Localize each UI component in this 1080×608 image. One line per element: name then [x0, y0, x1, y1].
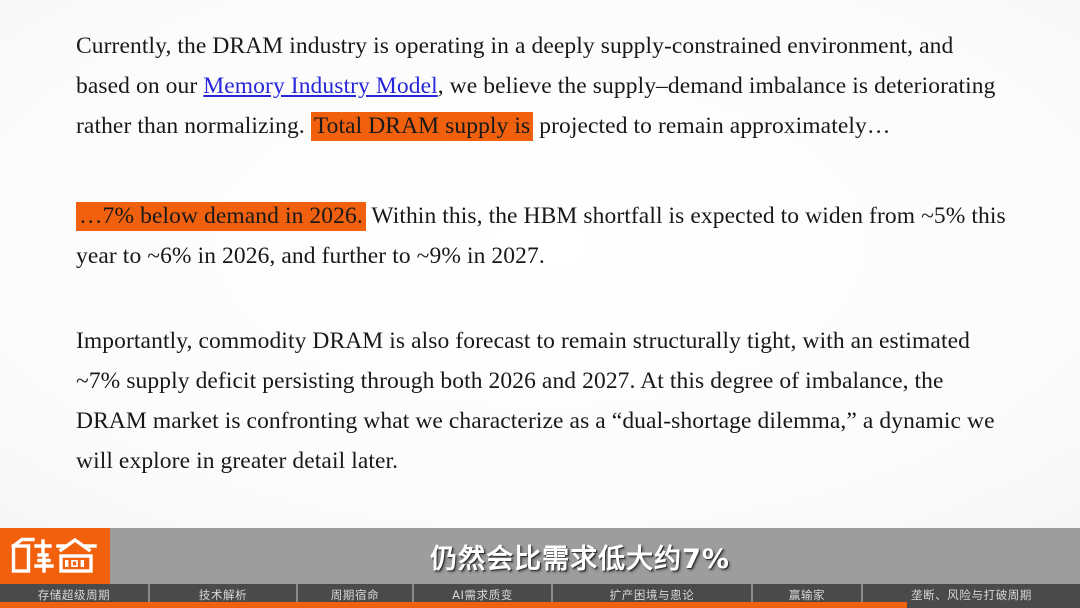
chapter-tab-3[interactable]: 周期宿命 [298, 584, 414, 608]
progress-track[interactable] [0, 602, 1080, 608]
chapter-tab-6[interactable]: 赢输家 [753, 584, 863, 608]
text-run: projected to remain approximately… [533, 113, 891, 139]
chapter-tab-label: 垄断、风险与打破周期 [911, 587, 1032, 602]
highlighted-text: …7% below demand in 2026. [76, 202, 366, 231]
text-run: Currently, the DRAM industry is operatin… [76, 33, 954, 99]
text-run: , we believe the supply–demand imbalance… [76, 73, 996, 139]
inline-link[interactable]: Memory Industry Model [203, 73, 438, 99]
paragraph-1: Currently, the DRAM industry is operatin… [76, 26, 1012, 146]
chapter-tab-label: 扩产困境与悤论 [609, 587, 695, 602]
paragraph-2: …7% below demand in 2026. Within this, t… [76, 196, 1012, 276]
subtitle-caption: 仍然会比需求低大约7% [110, 528, 1080, 584]
chapter-tab-7[interactable]: 垄断、风险与打破周期 [863, 584, 1080, 608]
chapter-tab-label: 赢输家 [788, 587, 826, 602]
progress-fill [0, 602, 908, 608]
chapter-tab-label: 技术解析 [198, 587, 248, 602]
channel-logo[interactable] [0, 528, 110, 584]
chapter-tab-2[interactable]: 技术解析 [150, 584, 298, 608]
text-run: Importantly, commodity DRAM is also fore… [76, 328, 995, 474]
chapter-tab-label: AI需求质变 [452, 587, 513, 602]
highlighted-text: Total DRAM supply is [310, 112, 534, 141]
chapter-tab-1[interactable]: 存储超级周期 [0, 584, 150, 608]
chapter-tab-label: 存储超级周期 [37, 587, 111, 602]
bottom-bar: 仍然会比需求低大约7% [0, 528, 1080, 584]
paragraph-3: Importantly, commodity DRAM is also fore… [76, 321, 1012, 481]
chapter-tab-label: 周期宿命 [330, 587, 380, 602]
subtitle-text: 仍然会比需求低大约7% [430, 543, 730, 575]
text-run: Within this, the HBM shortfall is expect… [76, 203, 1006, 269]
chapter-tab-4[interactable]: AI需求质变 [414, 584, 553, 608]
article-body: Currently, the DRAM industry is operatin… [76, 26, 1012, 481]
chapter-tab-5[interactable]: 扩产困境与悤论 [553, 584, 753, 608]
guigu-101-logo-icon [11, 537, 97, 573]
